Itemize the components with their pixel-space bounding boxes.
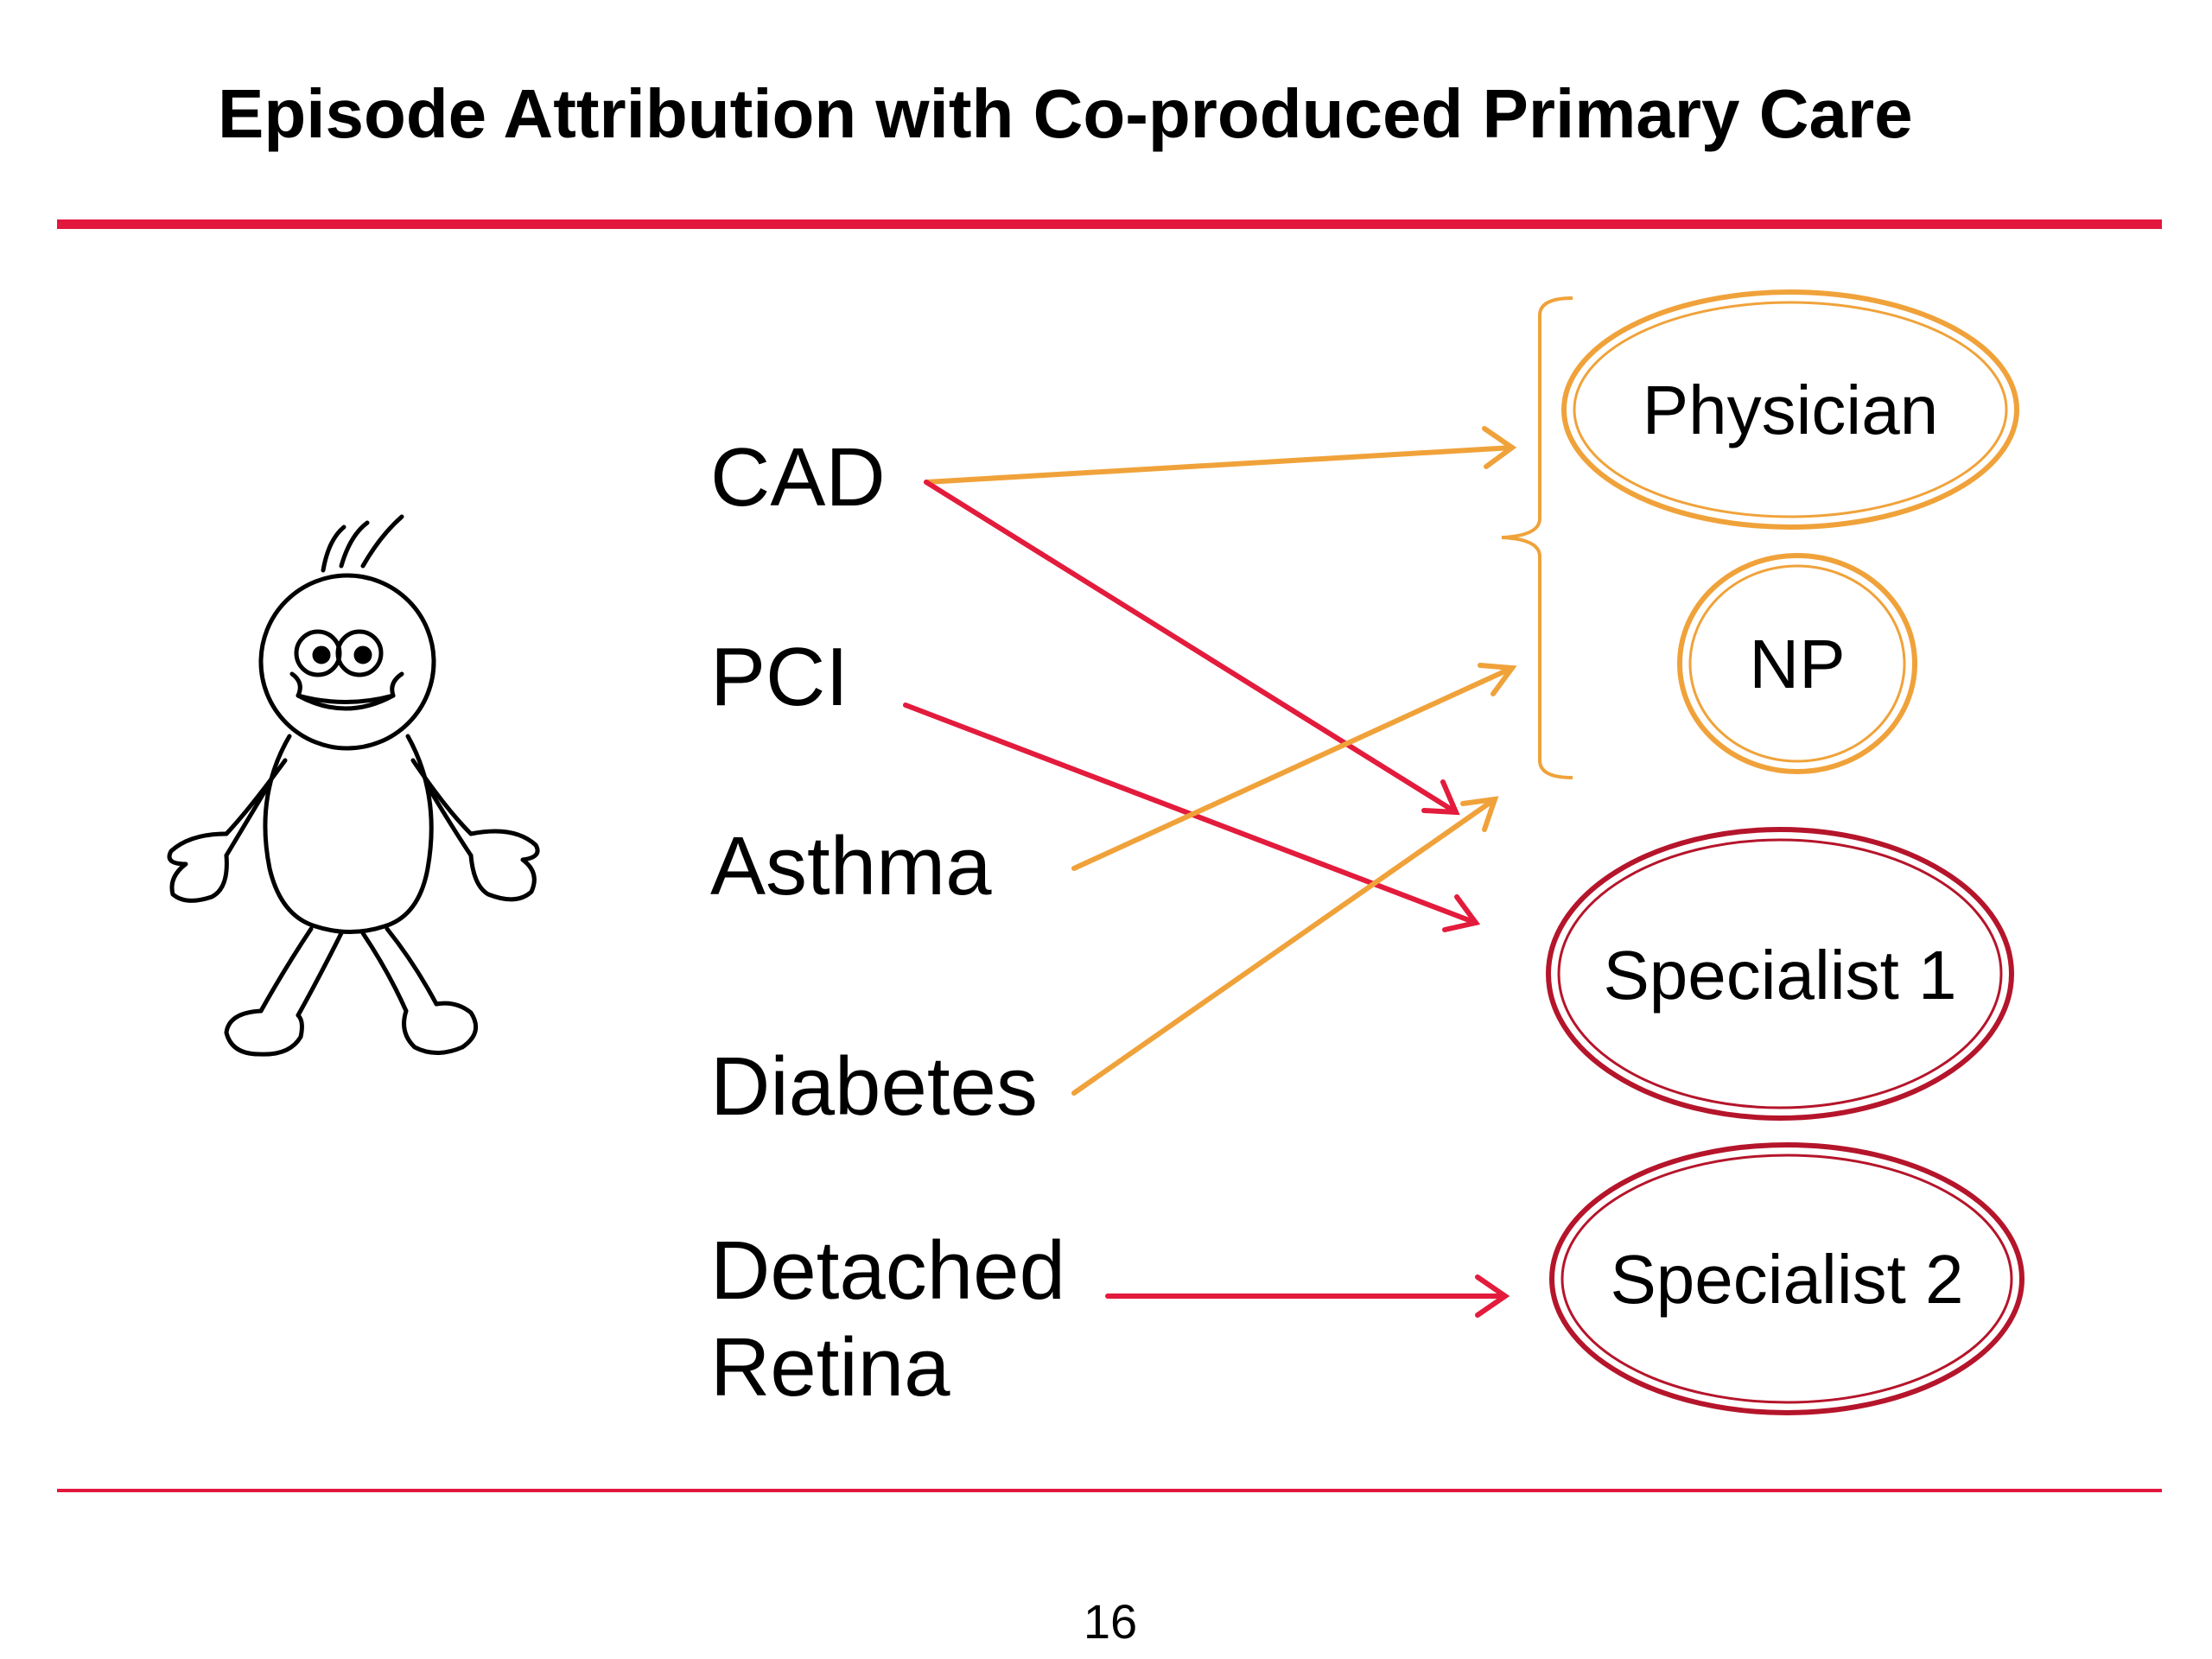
- footer-divider: [57, 1489, 2162, 1492]
- arrow-asthma-to-primary-care: [1071, 663, 1517, 871]
- episode-pci: PCI: [710, 631, 849, 723]
- provider-label-np: NP: [1749, 626, 1846, 702]
- provider-ellipse-physician: [1561, 289, 2019, 530]
- provider-label-physician: Physician: [1642, 372, 1939, 448]
- primary-care-brace: [1501, 296, 1573, 779]
- arrow-cad-to-primary-care: [924, 426, 1517, 485]
- provider-ellipse-specialist-1: [1546, 827, 2014, 1121]
- title-divider: [57, 219, 2162, 229]
- provider-ellipse-np: [1677, 553, 1917, 774]
- arrow-diabetes-to-primary-care: [1071, 796, 1499, 1096]
- arrow-retina-to-specialist-2: [1105, 1274, 1510, 1318]
- slide-title: Episode Attribution with Co-produced Pri…: [218, 75, 1913, 152]
- episode-asthma: Asthma: [710, 820, 992, 912]
- arrow-cad-to-specialist-1: [924, 480, 1460, 816]
- page-number: 16: [1083, 1594, 1138, 1649]
- episode-detached-retina-line2: Retina: [710, 1321, 950, 1414]
- provider-ellipse-specialist-2: [1549, 1142, 2024, 1415]
- episode-diabetes: Diabetes: [710, 1040, 1038, 1133]
- episode-detached-retina: Detached Retina: [710, 1223, 1065, 1416]
- episode-cad: CAD: [710, 431, 886, 524]
- provider-label-specialist-2: Specialist 2: [1610, 1241, 1964, 1318]
- provider-label-specialist-1: Specialist 1: [1603, 937, 1957, 1014]
- episode-detached-retina-line1: Detached: [710, 1224, 1065, 1317]
